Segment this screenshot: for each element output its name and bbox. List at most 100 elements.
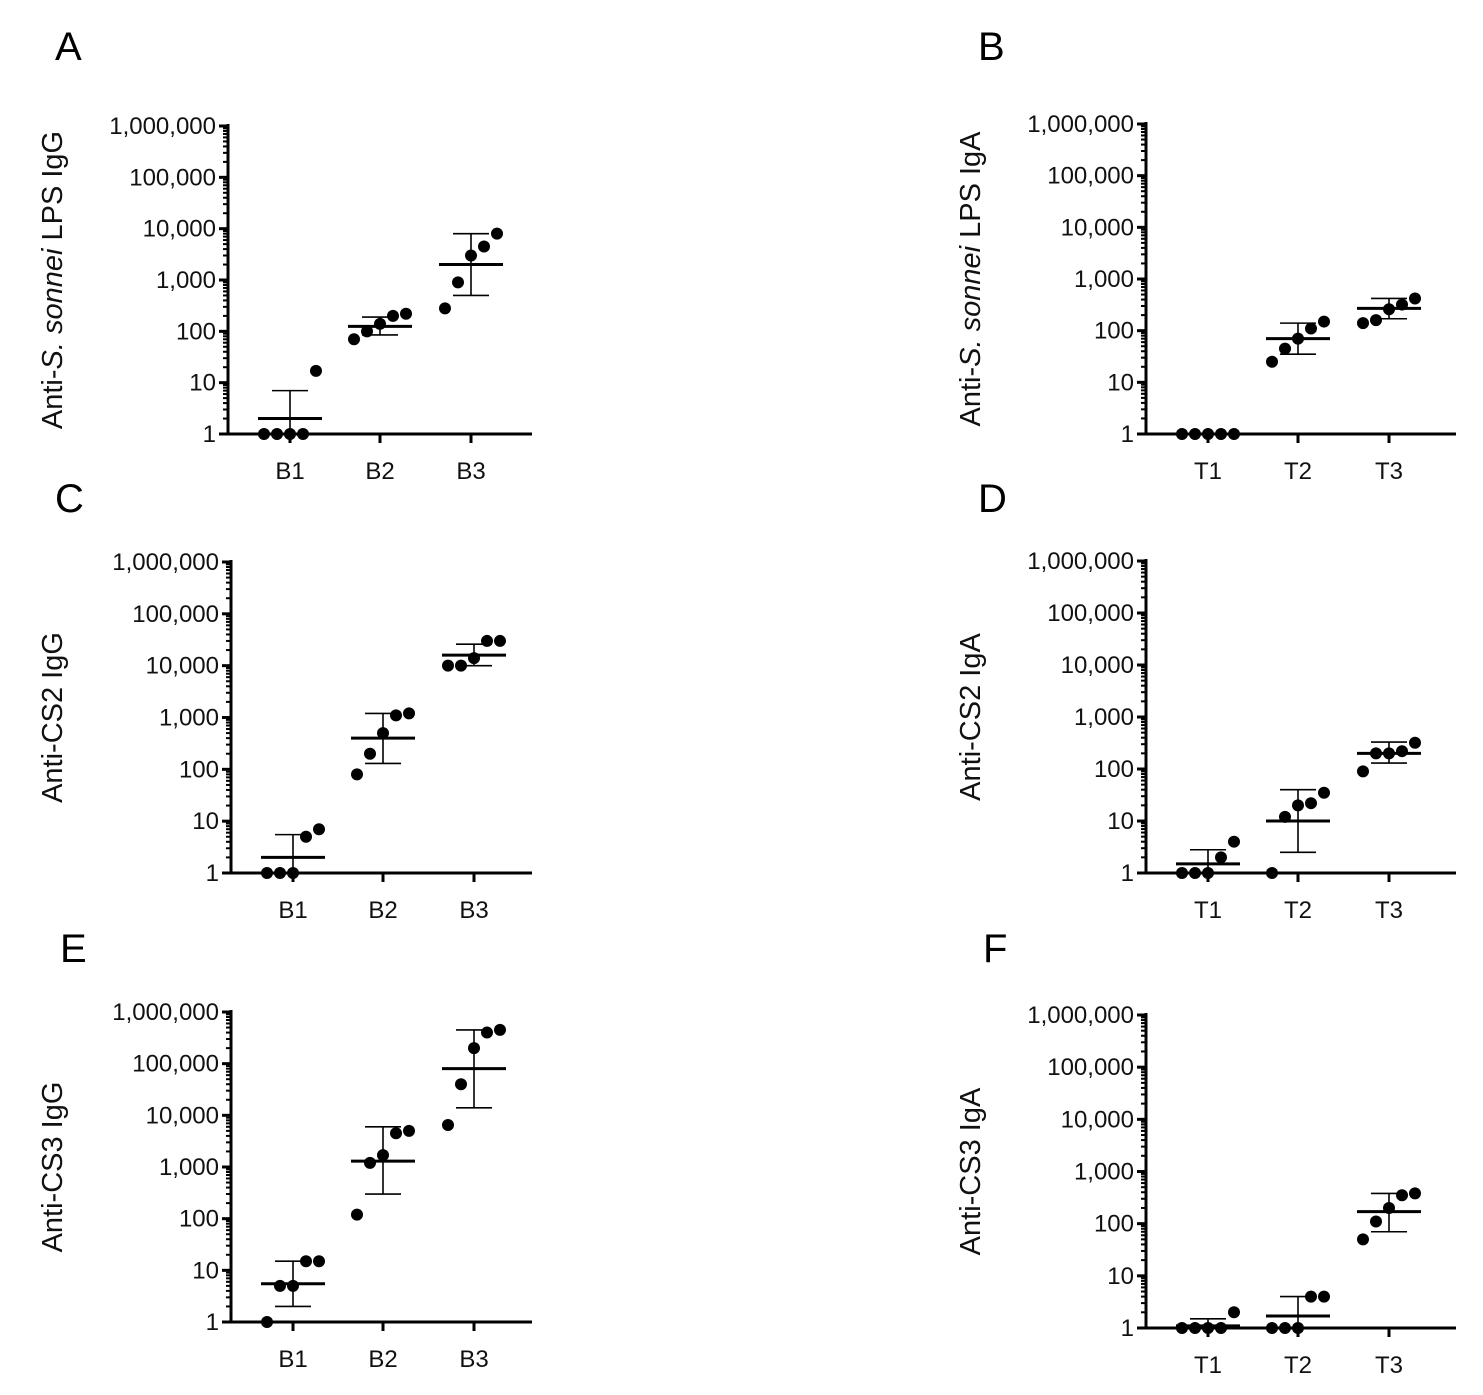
data-point: [1305, 797, 1317, 810]
x-tick-label: T3: [1375, 458, 1403, 485]
y-axis-label: Anti-S. sonnei LPS IgA: [955, 131, 987, 427]
y-tick-label: 100,000: [132, 1051, 219, 1078]
data-point: [1176, 867, 1188, 879]
data-point: [1228, 835, 1240, 848]
data-point: [1383, 303, 1395, 316]
y-tick-label: 100: [176, 318, 216, 345]
y-tick-label: 1,000,000: [1027, 548, 1134, 575]
data-point: [1383, 1201, 1395, 1214]
data-point: [284, 428, 296, 440]
data-point: [1202, 428, 1214, 440]
data-point: [1357, 1233, 1369, 1246]
data-point: [468, 652, 480, 665]
data-point: [313, 1255, 325, 1268]
panel-e: E Anti-CS3 IgG 1 10 100 1,000 10,000 100,000 1,0…: [37, 927, 532, 1373]
y-tick-label: 1: [206, 1309, 219, 1336]
data-point: [1357, 317, 1369, 330]
y-tick-label: 1,000: [159, 705, 219, 732]
x-tick-label: T1: [1194, 458, 1222, 485]
y-axis-label: Anti-CS3 IgG: [37, 1082, 69, 1253]
y-axis-label-italic: S. sonnei: [955, 244, 987, 366]
x-tick-label: T3: [1375, 897, 1403, 924]
data-point: [1266, 1322, 1278, 1334]
data-point: [300, 830, 312, 843]
y-axis-label: Anti-CS2 IgG: [37, 632, 69, 803]
y-tick-label: 1,000,000: [109, 113, 216, 140]
data-point: [1292, 1322, 1304, 1334]
data-point: [377, 1149, 389, 1162]
data-point: [364, 747, 376, 760]
data-point: [1215, 428, 1227, 440]
data-point: [1228, 428, 1240, 440]
data-point: [403, 1124, 415, 1137]
data-point: [439, 302, 451, 315]
data-point: [297, 428, 309, 440]
data-point: [1370, 747, 1382, 760]
x-tick-label: T2: [1284, 1352, 1312, 1379]
y-axis-label-text: Anti-CS2 IgG: [37, 632, 69, 803]
y-tick-label: 10,000: [146, 1102, 219, 1129]
data-point: [1318, 1290, 1330, 1303]
x-tick-label: B2: [368, 897, 397, 924]
x-tick-label: B1: [278, 1346, 307, 1373]
y-tick-label: 10,000: [146, 653, 219, 680]
data-point: [481, 1026, 493, 1039]
x-tick-label: T1: [1194, 897, 1222, 924]
y-axis-label-text: Anti-CS3 IgG: [37, 1082, 69, 1253]
y-tick-label: 1,000,000: [1027, 111, 1134, 138]
data-point: [390, 1127, 402, 1140]
y-axis-label: Anti-CS3 IgA: [955, 1087, 987, 1255]
x-tick-label: B2: [368, 1346, 397, 1373]
data-point: [387, 309, 399, 322]
y-axis-label: Anti-CS2 IgA: [955, 633, 987, 801]
y-tick-label: 10: [192, 1257, 219, 1284]
x-tick-label: T2: [1284, 458, 1312, 485]
y-tick-label: 1: [1121, 860, 1134, 887]
data-point: [494, 1023, 506, 1036]
y-tick-label: 100: [1094, 1211, 1134, 1238]
y-tick-label: 1,000,000: [112, 549, 219, 576]
y-tick-label: 100: [1094, 756, 1134, 783]
panel-d: D Anti-CS2 IgA 1 10 100 1,000 10,000 100,000 1,0…: [955, 477, 1456, 924]
data-point: [351, 1208, 363, 1221]
data-point: [258, 428, 270, 440]
y-axis-label-text: Anti-CS3 IgA: [955, 1087, 987, 1255]
data-point: [442, 1118, 454, 1131]
x-tick-label: B2: [365, 458, 394, 485]
data-point: [348, 333, 360, 346]
data-point: [455, 1078, 467, 1091]
data-point: [1215, 851, 1227, 864]
y-tick-label: 10: [1107, 369, 1134, 396]
y-tick-label: 100,000: [1047, 1054, 1134, 1081]
y-axis-label-text: Anti-: [955, 367, 987, 427]
data-point: [271, 428, 283, 440]
data-point: [1383, 747, 1395, 760]
y-axis-label-text: Anti-CS2 IgA: [955, 633, 987, 801]
data-point: [274, 1279, 286, 1292]
y-tick-label: 10,000: [1061, 214, 1134, 241]
x-tick-label: B3: [459, 897, 488, 924]
x-tick-label: B1: [275, 458, 304, 485]
data-point: [1370, 1215, 1382, 1228]
panel-letter: F: [983, 927, 1007, 971]
y-tick-label: 1: [1121, 421, 1134, 448]
y-axis-label-italic: S. sonnei: [37, 247, 69, 369]
data-point: [468, 1042, 480, 1055]
data-point: [478, 240, 490, 253]
x-tick-label: T3: [1375, 1352, 1403, 1379]
data-point: [287, 1279, 299, 1292]
y-tick-label: 1,000,000: [112, 999, 219, 1026]
y-tick-label: 100: [179, 1206, 219, 1233]
y-tick-label: 100,000: [132, 601, 219, 628]
data-point: [1176, 1322, 1188, 1334]
data-point: [287, 867, 299, 879]
y-tick-label: 1,000: [1074, 1159, 1134, 1186]
data-point: [1409, 292, 1421, 305]
x-tick-label: B1: [278, 897, 307, 924]
data-point: [1305, 1290, 1317, 1303]
data-point: [1189, 1322, 1201, 1334]
panel-letter: B: [978, 25, 1005, 69]
data-point: [1292, 799, 1304, 812]
x-tick-label: B3: [456, 458, 485, 485]
y-tick-label: 100,000: [1047, 163, 1134, 190]
